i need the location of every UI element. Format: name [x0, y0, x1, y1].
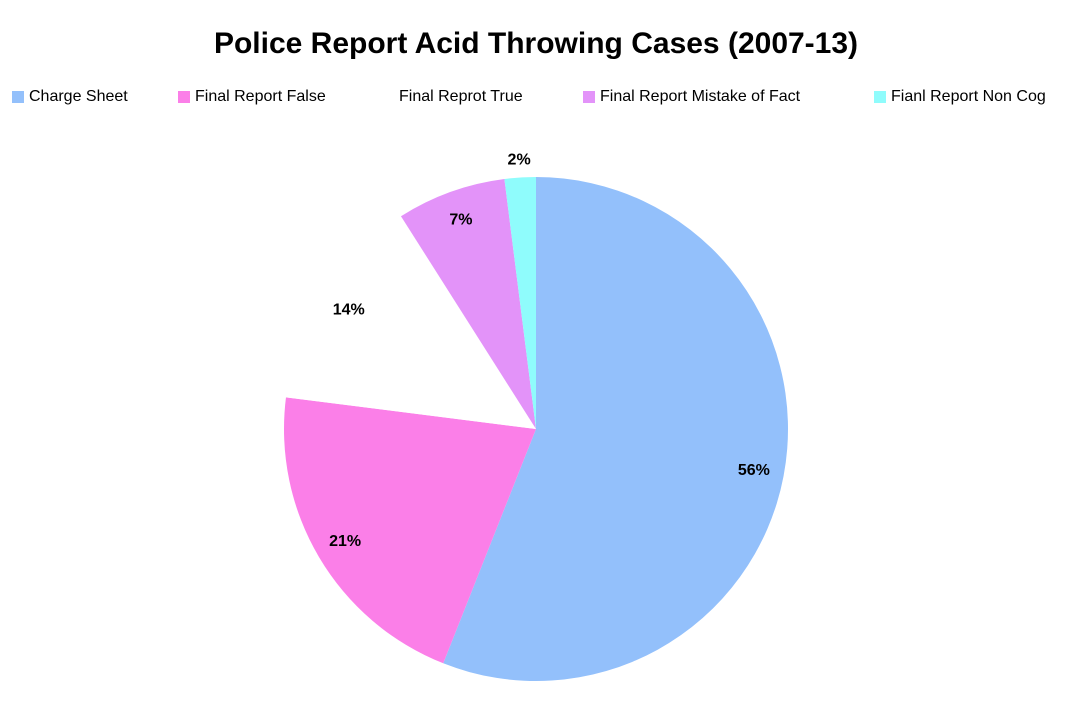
chart-title: Police Report Acid Throwing Cases (2007-… [214, 27, 858, 60]
legend-label: Charge Sheet [29, 88, 128, 105]
legend-swatch [583, 91, 595, 103]
legend-swatch [382, 91, 394, 103]
legend-swatch [12, 91, 24, 103]
data-label: 56% [738, 462, 770, 479]
pie-slice [443, 177, 789, 681]
pie-slice [285, 216, 536, 429]
data-label: 21% [329, 533, 361, 550]
data-label: 14% [333, 301, 365, 318]
data-label: 2% [508, 152, 531, 169]
pie-slice [400, 178, 536, 429]
pie-slice [504, 177, 536, 429]
legend-label: Final Report Mistake of Fact [600, 88, 801, 105]
data-label: 7% [449, 212, 472, 229]
legend-swatch [874, 91, 886, 103]
legend-label: Fianl Report Non Cog [891, 88, 1046, 105]
pie-slice [283, 397, 536, 664]
legend-label: Final Report False [195, 88, 326, 105]
legend-swatch [178, 91, 190, 103]
legend-label: Final Reprot True [399, 88, 523, 105]
